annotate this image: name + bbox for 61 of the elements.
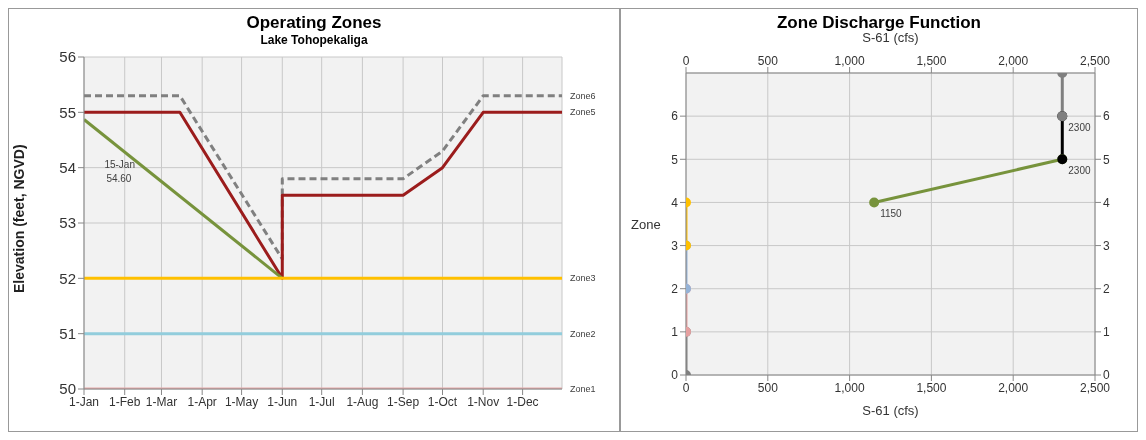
x2-tick-label: 2,000	[998, 380, 1029, 395]
series-label: Zone5	[570, 107, 596, 118]
x2-axis-title: S-61 (cfs)	[862, 403, 919, 418]
x-tick-label: 1-Aug	[346, 394, 379, 409]
x-tick-label: 1-Mar	[145, 394, 178, 409]
series-label: Zone6	[570, 90, 596, 101]
y-tick-label: 53	[59, 214, 76, 232]
annotation: 2300	[1068, 165, 1091, 177]
annotation: 1150	[880, 208, 903, 220]
x-tick-label: 2,500	[1079, 54, 1111, 68]
y2-tick-label: 4	[1103, 195, 1110, 210]
y-tick-label: 0	[671, 368, 679, 383]
y2-tick-label: 3	[1103, 238, 1110, 253]
x2-tick-label: 0	[682, 380, 690, 395]
y-tick-label: 6	[671, 109, 679, 124]
x-tick-label: 1-Jul	[308, 394, 335, 409]
x-tick-label: 1-Sep	[387, 394, 420, 409]
series-label: Zone3	[570, 273, 596, 284]
x2-tick-label: 1,500	[916, 380, 947, 395]
y-tick-label: 1	[671, 325, 679, 340]
y-tick-label: 56	[59, 48, 76, 66]
y-tick-label: 4	[671, 195, 679, 210]
x-tick-label: 500	[757, 54, 779, 68]
line-series	[84, 110, 562, 280]
annotation: 2300	[1068, 122, 1091, 134]
y-tick-label: 51	[59, 324, 76, 342]
x-tick-label: 1-Dec	[506, 394, 539, 409]
y2-tick-label: 6	[1103, 109, 1110, 124]
y-tick-label: 2	[671, 281, 679, 296]
x-axis-title: S-61 (cfs)	[862, 30, 919, 46]
x-tick-label: 1-May	[224, 394, 259, 409]
x-tick-label: 1,000	[834, 54, 865, 68]
x-tick-label: 1-Apr	[187, 394, 217, 409]
chart-title: Operating Zones	[245, 13, 383, 33]
x-tick-label: 1-Jun	[267, 394, 298, 409]
y2-tick-label: 1	[1103, 325, 1110, 340]
x2-tick-label: 500	[757, 380, 779, 395]
y2-tick-label: 2	[1103, 281, 1110, 296]
y-tick-label: 5	[671, 152, 679, 167]
annotation: 15-Jan 54.60	[104, 159, 135, 185]
x-tick-label: 1-Nov	[467, 394, 500, 409]
y-tick-label: 3	[671, 238, 679, 253]
series-label: Zone1	[570, 384, 596, 394]
x-tick-label: 1-Feb	[109, 394, 141, 409]
y-tick-label: 52	[59, 269, 76, 287]
x2-tick-label: 2,500	[1079, 380, 1111, 395]
x-tick-label: 1-Oct	[427, 394, 458, 409]
y-tick-label: 55	[59, 103, 76, 121]
series-label: Zone2	[570, 328, 596, 339]
y-tick-label: 54	[59, 158, 76, 176]
point	[869, 197, 880, 208]
y2-tick-label: 0	[1103, 368, 1110, 383]
x-tick-label: 2,000	[998, 54, 1029, 68]
chart-subtitle: Lake Tohopekaliga	[259, 33, 369, 47]
chart-title: Zone Discharge Function	[776, 13, 982, 33]
x-tick-label: 1,500	[916, 54, 947, 68]
y-axis-title: Zone	[631, 216, 661, 232]
x-tick-label: 0	[682, 54, 690, 68]
x2-tick-label: 1,000	[834, 380, 865, 395]
y2-tick-label: 5	[1103, 152, 1110, 167]
y-axis-title: Elevation (feet, NGVD)	[10, 144, 27, 293]
